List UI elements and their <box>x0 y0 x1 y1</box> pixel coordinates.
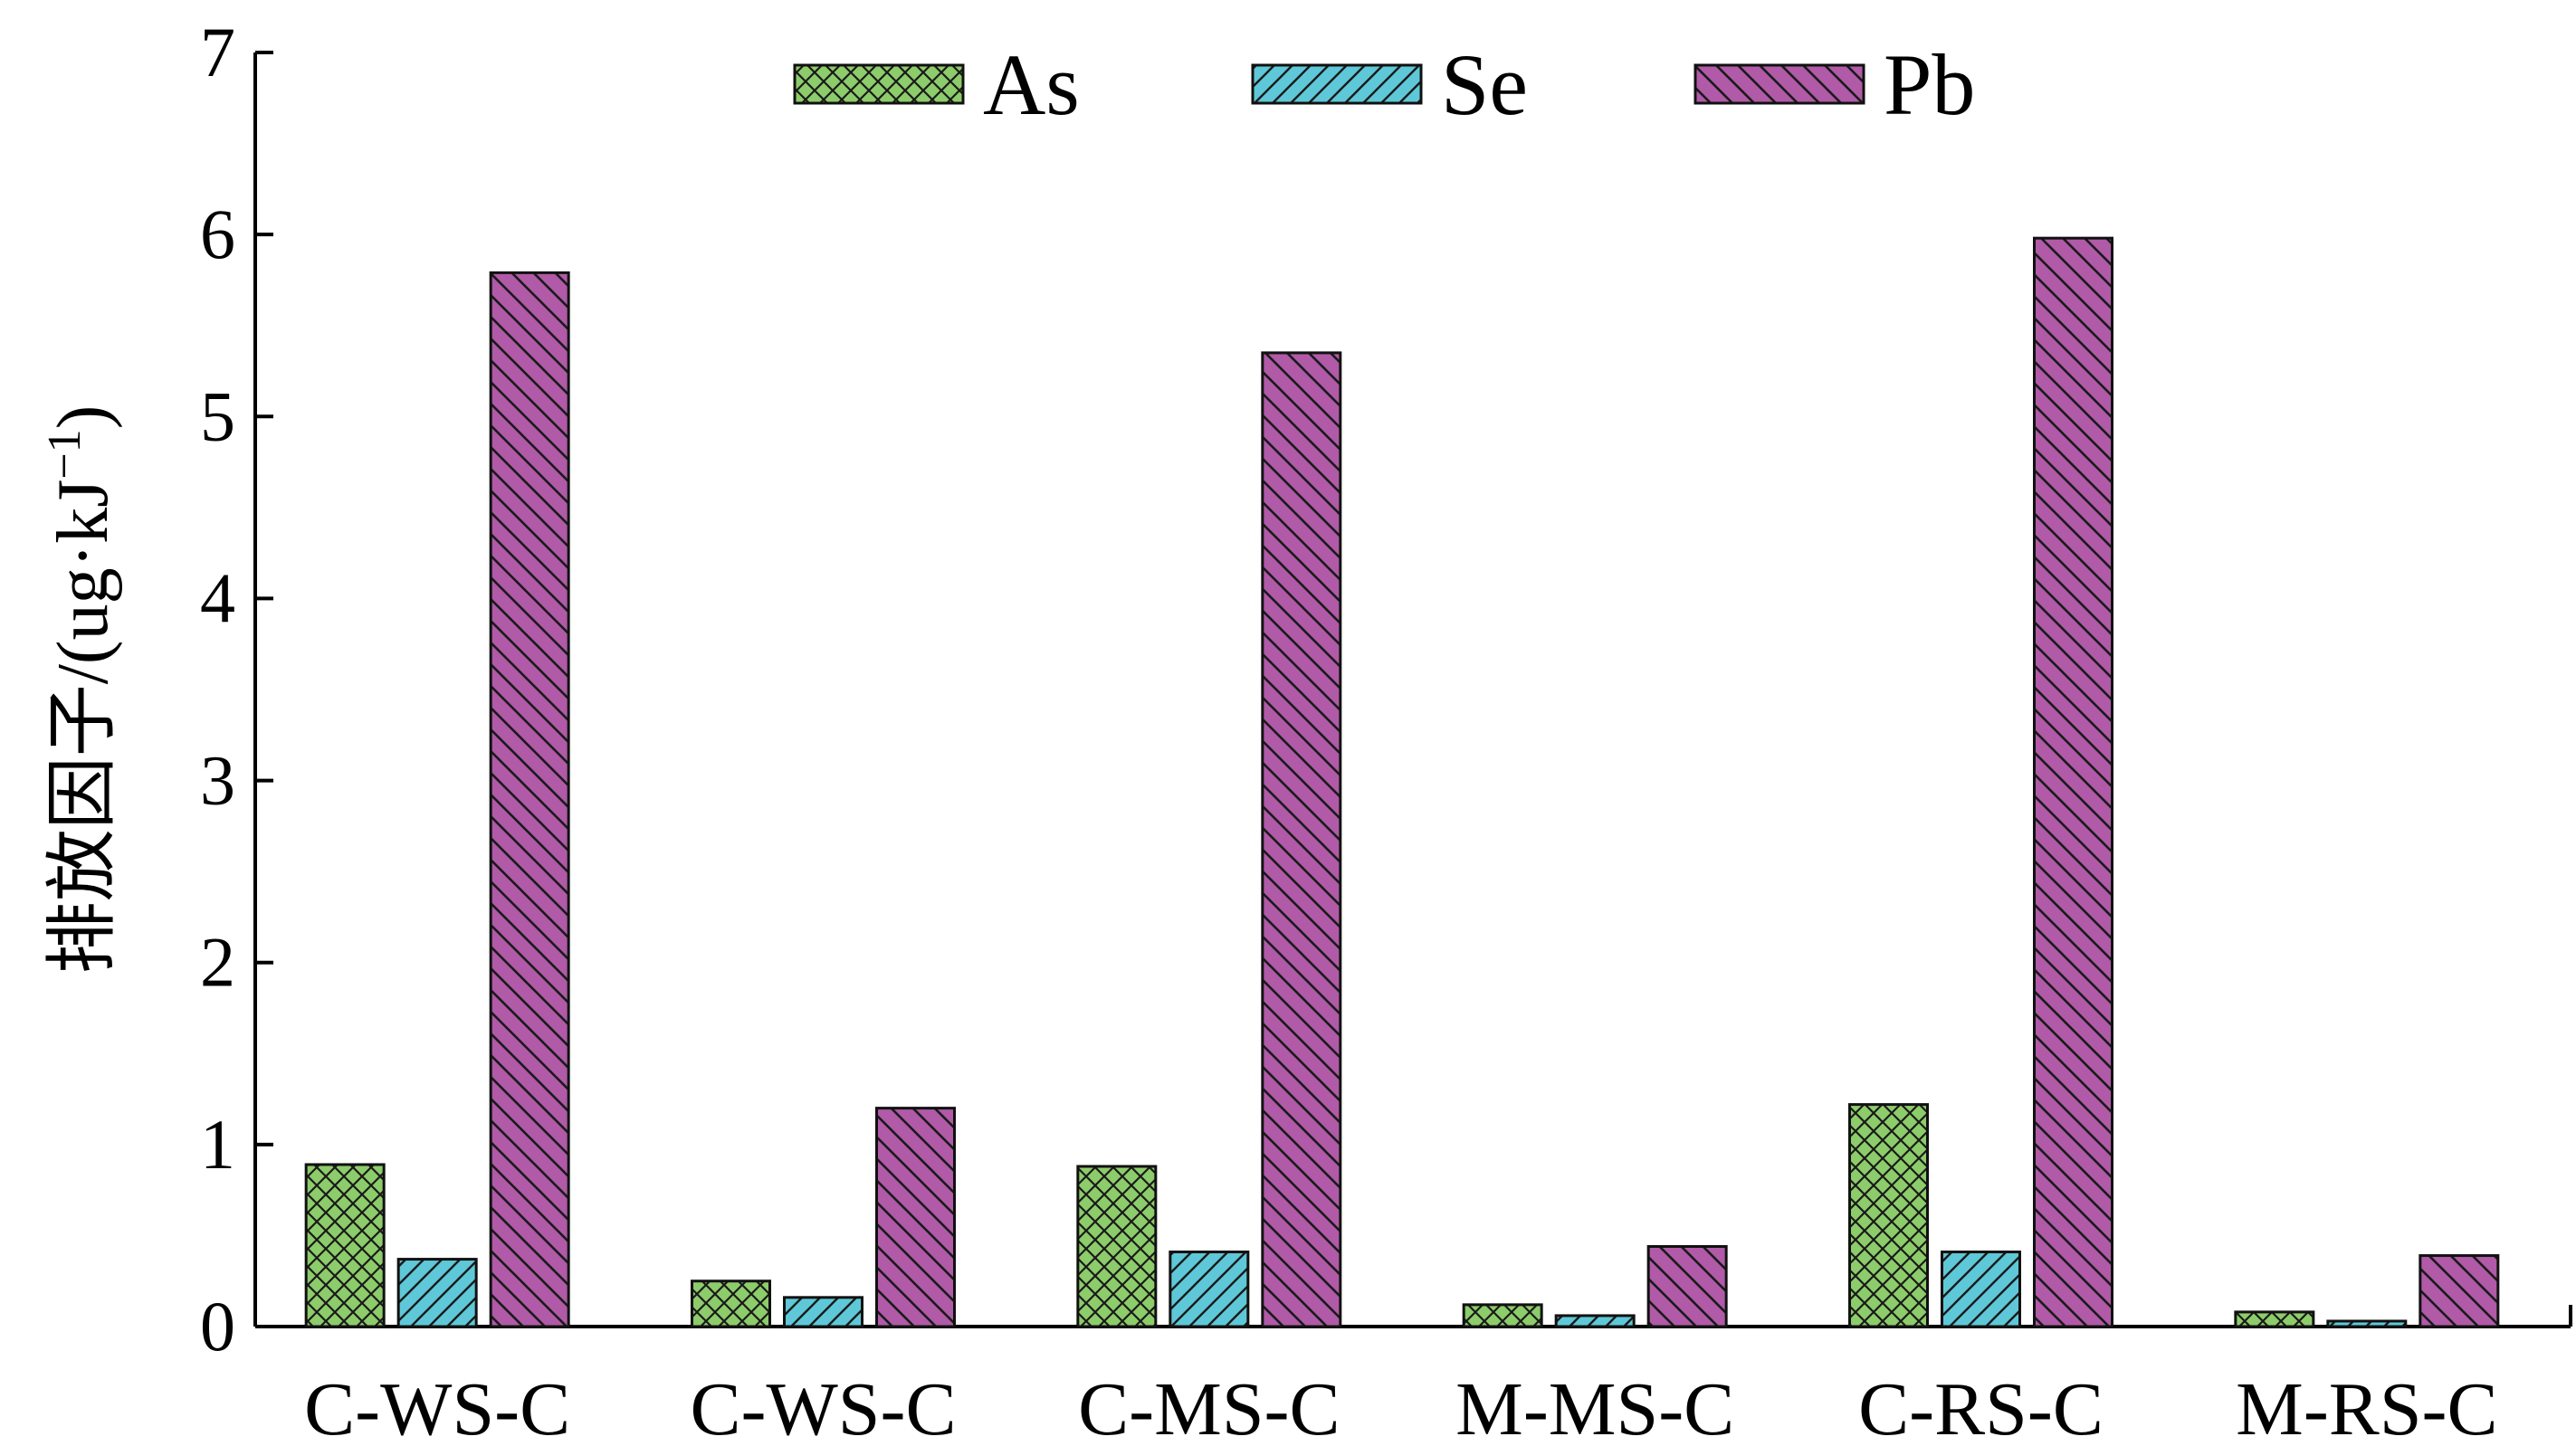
axes <box>253 52 2572 1328</box>
x-tick-label: C-MS-C <box>1078 1367 1340 1446</box>
y-axis-title-superscript: −1 <box>39 429 91 479</box>
bars <box>304 236 2500 1328</box>
x-tick-label: M-MS-C <box>1455 1367 1734 1446</box>
legend: As Se Pb <box>793 36 1975 133</box>
bar-se-3 <box>1554 1314 1636 1328</box>
bar-se-0 <box>396 1258 478 1328</box>
bar-se-2 <box>1169 1251 1250 1328</box>
legend-label-se: Se <box>1441 36 1528 133</box>
bar-se-1 <box>783 1296 863 1328</box>
bar-pb-3 <box>1646 1244 1728 1328</box>
x-tick-label: M-RS-C <box>2236 1367 2497 1446</box>
y-tick-label: 6 <box>200 195 235 273</box>
y-tick-label: 5 <box>200 376 235 455</box>
y-ticks: 0 1 2 3 4 5 6 7 <box>200 13 273 1365</box>
bar-pb-4 <box>2033 236 2113 1328</box>
x-tick-label: C-WS-C <box>691 1367 957 1446</box>
bar-as-1 <box>691 1280 771 1328</box>
y-tick-label: 2 <box>200 923 235 1002</box>
bar-se-5 <box>2326 1319 2408 1328</box>
bar-pb-1 <box>875 1107 956 1328</box>
legend-swatch-pb <box>1693 63 1865 105</box>
bar-as-2 <box>1076 1165 1158 1328</box>
legend-label-pb: Pb <box>1884 36 1975 133</box>
y-axis-title: 排放因子/(ug·kJ−1) <box>39 405 123 975</box>
y-axis-title-close: ) <box>43 405 123 430</box>
legend-swatch-se <box>1251 63 1423 105</box>
y-axis-title-text: 排放因子/(ug·kJ <box>43 480 123 975</box>
bar-as-0 <box>304 1163 386 1328</box>
bar-as-4 <box>1848 1103 1929 1328</box>
bar-se-4 <box>1941 1251 2021 1328</box>
y-tick-label: 3 <box>200 741 235 820</box>
y-tick-label: 4 <box>200 558 235 637</box>
bar-pb-2 <box>1261 351 1342 1328</box>
bar-as-5 <box>2234 1310 2315 1328</box>
x-tick-label: C-WS-C <box>304 1367 570 1446</box>
y-tick-label: 0 <box>200 1287 235 1365</box>
bar-as-3 <box>1462 1303 1543 1328</box>
y-tick-label: 1 <box>200 1105 235 1184</box>
x-tick-label: C-RS-C <box>1858 1367 2104 1446</box>
legend-label-as: As <box>983 36 1080 133</box>
y-tick-label: 7 <box>200 13 235 91</box>
bar-pb-0 <box>489 271 570 1328</box>
bar-pb-5 <box>2419 1254 2500 1328</box>
category-labels: C-WS-C C-WS-C C-MS-C M-MS-C C-RS-C M-RS-C <box>304 1367 2497 1446</box>
legend-swatch-as <box>793 63 965 105</box>
